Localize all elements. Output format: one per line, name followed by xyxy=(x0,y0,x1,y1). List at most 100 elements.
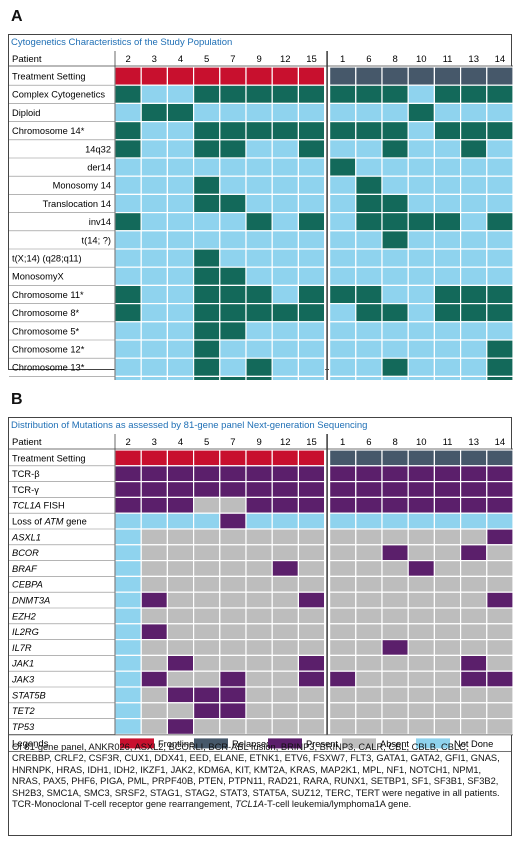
row-label: Chromosome 14* xyxy=(12,126,85,136)
heatmap-cell xyxy=(460,670,488,688)
footnote-italic: TCL1A xyxy=(235,799,264,810)
heatmap-cell xyxy=(193,496,221,514)
patient-id: 15 xyxy=(306,54,317,65)
row-label-text: Treatment Setting xyxy=(12,453,86,463)
heatmap-cell xyxy=(407,465,436,483)
heatmap-cell xyxy=(193,528,221,546)
row-label: BCOR xyxy=(12,548,39,558)
heatmap-cell xyxy=(114,449,142,467)
heatmap-cell xyxy=(355,375,383,380)
heatmap-cell xyxy=(193,544,221,562)
heatmap-cell xyxy=(460,375,488,380)
heatmap-cell xyxy=(297,449,326,467)
patient-id: 1 xyxy=(340,54,345,65)
heatmap-cell xyxy=(329,449,357,467)
heatmap-cell xyxy=(140,512,168,530)
heatmap-cell xyxy=(245,528,273,546)
heatmap-cell xyxy=(486,528,514,546)
heatmap-cell xyxy=(433,481,462,499)
patient-id: 14 xyxy=(495,437,506,448)
heatmap-cell xyxy=(245,481,273,499)
patient-id: 4 xyxy=(178,437,183,448)
patient-id: 10 xyxy=(416,437,427,448)
row-label: inv14 xyxy=(89,217,111,227)
heatmap-cell xyxy=(355,623,383,641)
heatmap-cell xyxy=(486,481,514,499)
heatmap-cell xyxy=(486,702,514,720)
heatmap-cell xyxy=(407,623,436,641)
heatmap-cell xyxy=(355,512,383,530)
heatmap-cell xyxy=(114,607,142,625)
heatmap-cell xyxy=(460,607,488,625)
heatmap-cell xyxy=(140,686,168,704)
heatmap-cell xyxy=(486,465,514,483)
heatmap-cell xyxy=(193,575,221,593)
heatmap-cell xyxy=(381,512,409,530)
heatmap-cell xyxy=(140,375,168,380)
heatmap-cell xyxy=(297,702,326,720)
footnote-tail: -T-cell leukemia/lymphoma1A gene. xyxy=(264,799,412,810)
heatmap-cell xyxy=(219,670,247,688)
heatmap-cell xyxy=(460,544,488,562)
heatmap-cell xyxy=(355,481,383,499)
heatmap-cell xyxy=(297,544,326,562)
heatmap-cell xyxy=(486,496,514,514)
heatmap-cell xyxy=(329,559,357,577)
heatmap-cell xyxy=(486,670,514,688)
footnote-main: Of 81-gene panel, ANKR026, ASXL2, BCORLI… xyxy=(12,742,500,810)
heatmap-cell xyxy=(433,686,462,704)
heatmap-cell xyxy=(114,686,142,704)
patient-id: 9 xyxy=(256,54,261,65)
heatmap-cell xyxy=(219,528,247,546)
legend-label: Absent xyxy=(380,739,409,749)
heatmap-cell xyxy=(245,623,273,641)
patient-id: 11 xyxy=(443,437,453,448)
heatmap-cell xyxy=(433,638,462,656)
heatmap-cell xyxy=(381,465,409,483)
patient-id: 8 xyxy=(392,437,397,448)
heatmap-cell xyxy=(460,654,488,672)
heatmap-cell xyxy=(381,591,409,609)
heatmap-cell xyxy=(114,465,142,483)
patient-id: 7 xyxy=(230,54,235,65)
heatmap-cell xyxy=(486,575,514,593)
heatmap-cell xyxy=(166,512,195,530)
heatmap-cell xyxy=(114,702,142,720)
row-label: Treatment Setting xyxy=(12,72,86,82)
legend-title: Legends xyxy=(12,738,49,749)
heatmap-cell xyxy=(271,465,300,483)
heatmap-cell xyxy=(140,702,168,720)
heatmap-cell xyxy=(140,465,168,483)
heatmap-cell xyxy=(193,638,221,656)
heatmap-cell xyxy=(433,623,462,641)
gene-name: IL2RG xyxy=(12,627,39,637)
heatmap-cell xyxy=(114,375,142,380)
heatmap-cell xyxy=(407,575,436,593)
row-label: MonosomyX xyxy=(12,272,64,282)
heatmap-cell xyxy=(219,607,247,625)
heatmap-cell xyxy=(355,496,383,514)
heatmap-cell xyxy=(355,686,383,704)
heatmap-cell xyxy=(407,591,436,609)
panel-b-title: Distribution of Mutations as assessed by… xyxy=(11,420,368,431)
heatmap-cell xyxy=(245,559,273,577)
heatmap-cell xyxy=(381,686,409,704)
heatmap-cell xyxy=(219,481,247,499)
gene-name: TP53 xyxy=(12,722,35,732)
heatmap-cell xyxy=(114,512,142,530)
row-label: t(X;14) (q28;q11) xyxy=(12,254,82,264)
heatmap-cell xyxy=(460,702,488,720)
gene-name: STAT5B xyxy=(12,690,46,700)
heatmap-cell xyxy=(245,591,273,609)
heatmap-cell xyxy=(297,638,326,656)
heatmap-cell xyxy=(166,670,195,688)
heatmap-cell xyxy=(166,496,195,514)
patient-id: 12 xyxy=(280,437,291,448)
heatmap-cell xyxy=(271,375,300,380)
heatmap-cell xyxy=(114,623,142,641)
heatmap-cell xyxy=(355,528,383,546)
gene-name: BCOR xyxy=(12,548,39,558)
heatmap-cell xyxy=(460,465,488,483)
heatmap-cell xyxy=(355,465,383,483)
heatmap-cell xyxy=(297,375,326,380)
